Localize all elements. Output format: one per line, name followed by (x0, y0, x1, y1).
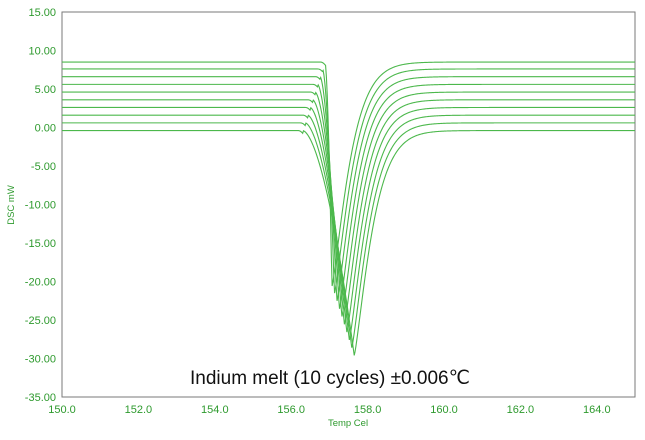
x-axis-ticks: 150.0 152.0 154.0 156.0 158.0 160.0 162.0 164.0 (48, 404, 610, 416)
x-tick-label: 152.0 (125, 404, 153, 416)
x-tick-label: 160.0 (430, 404, 458, 416)
x-tick-label: 164.0 (583, 404, 611, 416)
dsc-cycle-line (62, 76, 635, 302)
x-tick-label: 154.0 (201, 404, 229, 416)
x-tick-label: 150.0 (48, 404, 76, 416)
dsc-curves (62, 61, 635, 356)
y-tick-label: 5.00 (35, 84, 56, 96)
plot-area-frame (61, 11, 636, 398)
y-tick-label: -35.00 (25, 392, 56, 404)
x-tick-label: 158.0 (354, 404, 382, 416)
dsc-cycle-line (62, 114, 635, 341)
dsc-cycle-line (62, 99, 635, 325)
y-tick-label: -25.00 (25, 315, 56, 327)
dsc-cycle-line (62, 68, 635, 294)
y-tick-label: -30.00 (25, 354, 56, 366)
y-tick-label: -5.00 (31, 161, 56, 173)
y-axis-ticks: 15.00 10.00 5.00 0.00 -5.00 -10.00 -15.00 -20.0… (25, 7, 56, 404)
y-axis-label: DSC mW (6, 185, 17, 225)
x-tick-label: 162.0 (507, 404, 535, 416)
x-axis-label: Temp Cel (328, 418, 368, 429)
y-tick-label: -20.00 (25, 277, 56, 289)
chart-annotation: Indium melt (10 cycles) ±0.006℃ (190, 368, 470, 389)
y-tick-label: -10.00 (25, 200, 56, 212)
dsc-cycle-line (62, 83, 635, 309)
y-tick-label: 10.00 (28, 46, 56, 58)
y-tick-label: -15.00 (25, 238, 56, 250)
x-tick-label: 156.0 (277, 404, 305, 416)
dsc-cycle-line (62, 61, 635, 287)
dsc-cycle-line (62, 91, 635, 317)
dsc-cycle-line (62, 106, 635, 333)
y-tick-label: 0.00 (35, 123, 56, 135)
dsc-cycle-line (62, 129, 635, 356)
y-tick-label: 15.00 (28, 7, 56, 19)
